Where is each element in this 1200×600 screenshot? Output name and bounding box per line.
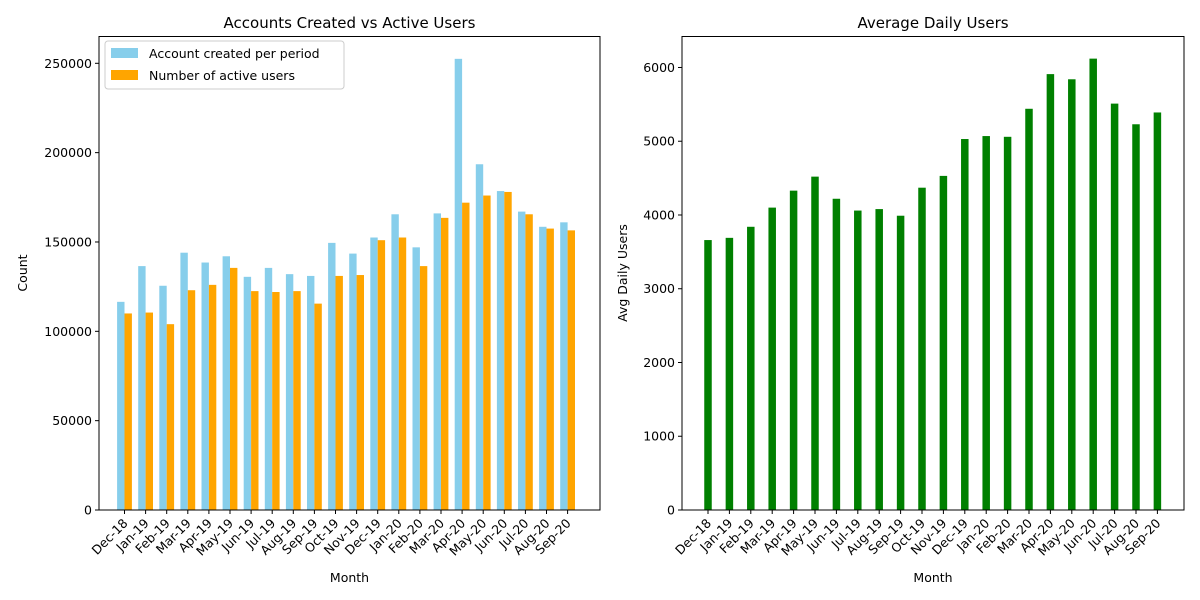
y-axis-ticks: 0 1000 2000 3000 4000 5000 6000 xyxy=(643,60,682,518)
bar xyxy=(159,285,167,510)
bar xyxy=(811,176,819,511)
y-tick-label: 4000 xyxy=(643,207,675,222)
bar xyxy=(704,240,712,511)
chart-title: Accounts Created vs Active Users xyxy=(224,14,476,32)
bar xyxy=(433,213,441,510)
y-tick-label: 150000 xyxy=(44,234,92,249)
bar xyxy=(918,187,926,510)
bar xyxy=(454,58,463,511)
bar xyxy=(518,211,526,511)
bar xyxy=(1110,103,1119,511)
bar xyxy=(982,136,990,511)
bar xyxy=(356,275,364,510)
y-tick-label: 5000 xyxy=(643,134,675,149)
bar xyxy=(1046,74,1055,510)
bar xyxy=(747,226,755,511)
bar xyxy=(180,252,188,510)
bar xyxy=(314,303,322,510)
bar xyxy=(187,290,196,510)
bar xyxy=(328,242,336,511)
bar xyxy=(483,195,491,510)
bar xyxy=(398,237,407,510)
bar xyxy=(462,202,470,510)
bar xyxy=(230,267,238,510)
bar xyxy=(496,191,505,510)
bar xyxy=(1153,112,1162,510)
y-tick-label: 3000 xyxy=(643,281,675,296)
bar xyxy=(412,247,420,511)
plot-frame xyxy=(98,36,601,511)
bar xyxy=(1132,124,1140,510)
bar xyxy=(201,262,209,510)
bar xyxy=(539,226,547,510)
bar xyxy=(1068,79,1076,511)
bar xyxy=(307,275,315,510)
bar xyxy=(939,175,948,510)
bar xyxy=(504,191,512,511)
bar xyxy=(768,207,776,510)
bar xyxy=(560,222,568,510)
x-axis-label: Month xyxy=(913,570,952,585)
bar xyxy=(1089,58,1097,511)
legend-label-active: Number of active users xyxy=(149,68,295,83)
bar xyxy=(567,230,575,510)
bar xyxy=(475,164,484,510)
bar xyxy=(370,237,378,510)
bar xyxy=(419,266,428,510)
bar xyxy=(222,256,230,510)
y-tick-label: 50000 xyxy=(52,413,92,428)
y-tick-label: 2000 xyxy=(643,355,675,370)
y-tick-label: 6000 xyxy=(643,60,675,75)
y-tick-label: 200000 xyxy=(44,145,92,160)
plot-frame xyxy=(681,36,1185,511)
bar xyxy=(117,301,125,510)
bar xyxy=(243,276,252,510)
bar xyxy=(166,324,175,510)
bar-series-group xyxy=(704,58,1162,511)
y-tick-label: 1000 xyxy=(643,429,675,444)
bar xyxy=(377,240,386,510)
bar xyxy=(854,210,862,510)
bar xyxy=(285,274,294,510)
bar xyxy=(124,313,132,510)
legend-swatch-active xyxy=(111,70,138,80)
bar xyxy=(546,228,554,510)
chart-title: Average Daily Users xyxy=(857,14,1008,32)
legend-frame xyxy=(104,40,345,90)
bar xyxy=(391,214,399,511)
y-tick-label: 250000 xyxy=(44,56,92,71)
legend: Account created per period Number of act… xyxy=(104,40,345,90)
bar xyxy=(441,217,449,510)
x-axis-label: Month xyxy=(330,570,369,585)
bar xyxy=(525,214,533,511)
bar xyxy=(138,266,146,510)
bar xyxy=(208,284,217,510)
bar xyxy=(832,198,841,511)
bar xyxy=(264,267,273,510)
bar xyxy=(896,215,905,510)
bar xyxy=(335,275,343,510)
bar xyxy=(145,312,153,510)
bar xyxy=(251,291,259,510)
bar xyxy=(349,253,357,510)
bar xyxy=(1025,108,1033,511)
bar xyxy=(293,291,301,510)
y-tick-label: 100000 xyxy=(44,324,92,339)
bar xyxy=(875,209,883,510)
legend-label-accounts: Account created per period xyxy=(149,46,320,61)
y-axis-label: Avg Daily Users xyxy=(615,224,630,322)
bar xyxy=(725,237,734,510)
legend-swatch-accounts xyxy=(111,48,138,58)
bar xyxy=(1003,136,1012,510)
y-tick-label: 0 xyxy=(667,503,675,518)
bar xyxy=(789,190,798,511)
y-tick-label: 0 xyxy=(84,503,92,518)
y-axis-label: Count xyxy=(15,254,30,291)
accounts-vs-active-chart: Accounts Created vs Active Users 0 50000 1… xyxy=(15,14,601,585)
y-axis-ticks: 0 50000 100000 150000 200000 250000 xyxy=(44,56,99,518)
bar-series-group xyxy=(117,58,575,511)
bar xyxy=(961,139,969,510)
bar xyxy=(272,292,280,510)
